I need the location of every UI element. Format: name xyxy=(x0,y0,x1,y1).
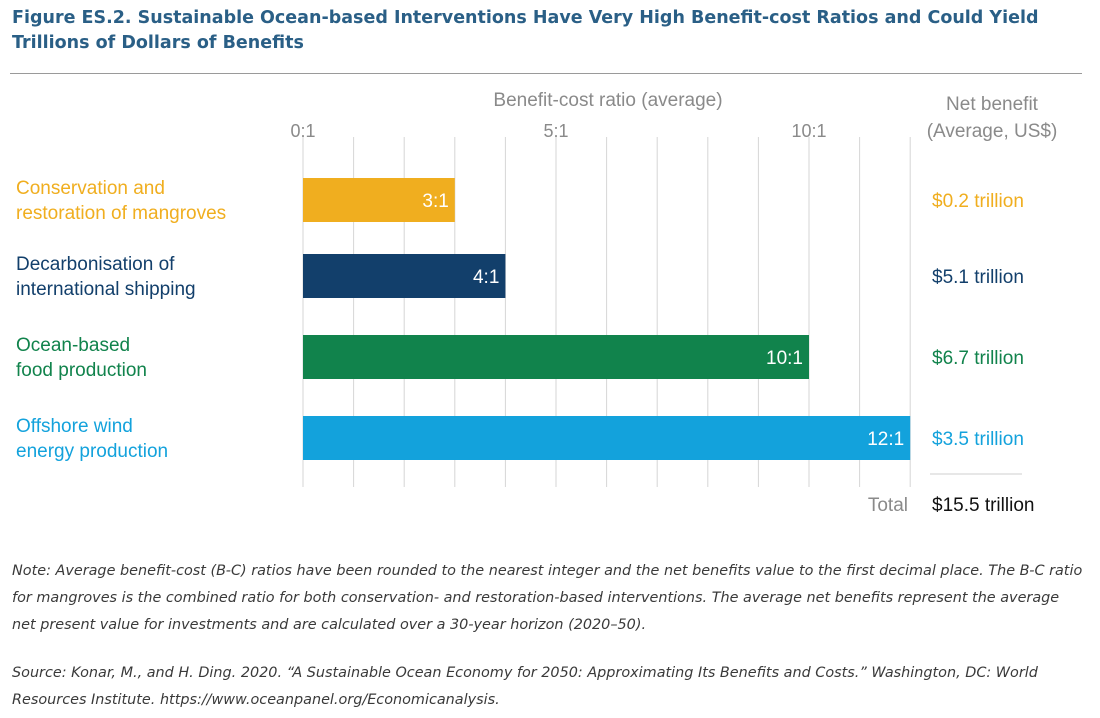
tick-label: 0:1 xyxy=(290,121,315,141)
bar-value-label: 3:1 xyxy=(422,191,448,212)
bar xyxy=(303,178,455,222)
title-divider xyxy=(10,73,1082,74)
category-label: Decarbonisation of xyxy=(16,254,175,275)
bar xyxy=(303,335,809,379)
net-benefit-value: $5.1 trillion xyxy=(932,267,1024,288)
net-benefit-value: $3.5 trillion xyxy=(932,429,1024,450)
bar-value-label: 4:1 xyxy=(473,267,499,288)
bar-value-label: 10:1 xyxy=(766,348,803,369)
bar xyxy=(303,416,911,460)
category-label: Offshore wind xyxy=(16,416,133,437)
category-label: international shipping xyxy=(16,279,196,300)
tick-label: 10:1 xyxy=(791,121,826,141)
figure-title: Figure ES.2. Sustainable Ocean-based Int… xyxy=(12,8,1039,53)
total-value: $15.5 trillion xyxy=(932,495,1034,516)
bar xyxy=(303,254,506,298)
figure-note: Note: Average benefit-cost (B-C) ratios … xyxy=(12,563,1083,633)
axis-title: Benefit-cost ratio (average) xyxy=(493,90,722,111)
net-benefit-value: $6.7 trillion xyxy=(932,348,1024,369)
net-benefit-value: $0.2 trillion xyxy=(932,191,1024,212)
figure-source: Source: Konar, M., and H. Ding. 2020. “A… xyxy=(12,665,1038,708)
category-label: Conservation and xyxy=(16,178,165,199)
bar-chart: Benefit-cost ratio (average) 0:1 5:1 10:1 Ne… xyxy=(16,90,1058,516)
category-label: Ocean-based xyxy=(16,335,130,356)
tick-label: 5:1 xyxy=(543,121,568,141)
total-label: Total xyxy=(868,495,908,516)
category-label: restoration of mangroves xyxy=(16,203,226,224)
category-label: energy production xyxy=(16,441,168,462)
bar-value-label: 12:1 xyxy=(867,429,904,450)
net-benefit-header: Net benefit xyxy=(946,94,1039,115)
category-label: food production xyxy=(16,360,147,381)
net-benefit-header: (Average, US$) xyxy=(927,121,1058,142)
